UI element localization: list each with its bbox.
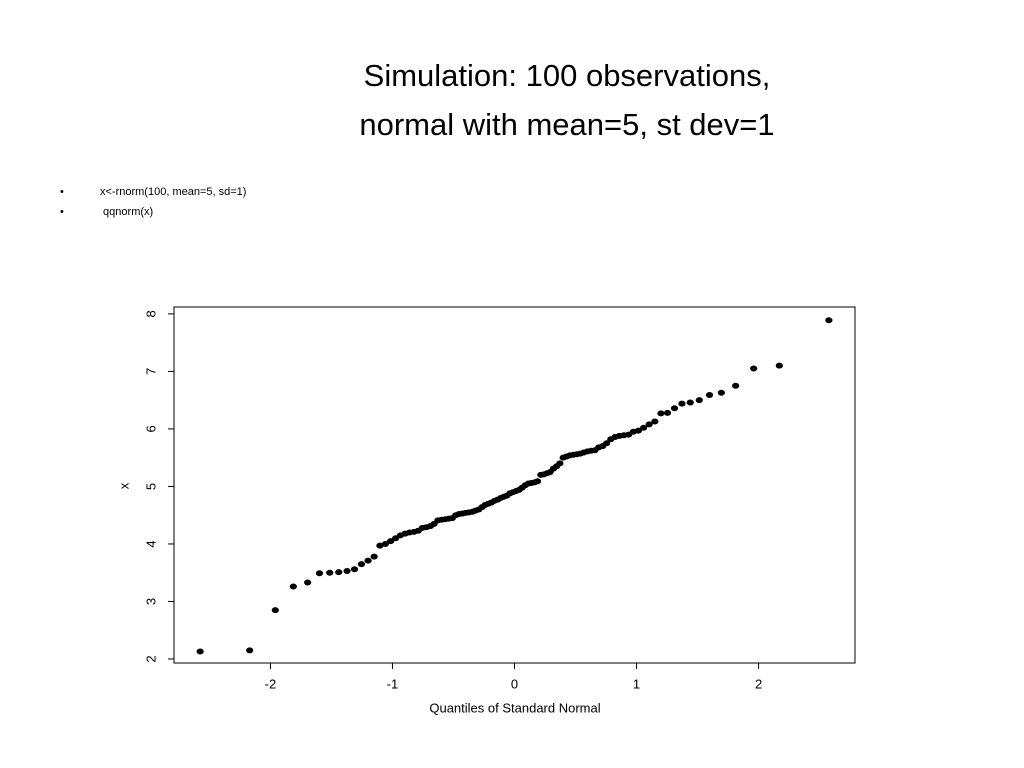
data-point [381,540,389,547]
data-point [387,538,395,545]
data-point [775,362,783,369]
bullet-text: x<-rnorm(100, mean=5, sd=1) [100,186,247,198]
data-point [326,569,334,576]
data-point [603,440,611,447]
data-point [695,397,703,404]
data-point [533,478,542,485]
x-tick-label: -1 [387,676,399,691]
x-tick-label: 0 [511,676,518,691]
y-axis-label: x [116,482,131,489]
data-point [335,569,343,576]
data-point [376,542,384,549]
data-point [732,382,740,389]
data-point [343,567,351,574]
data-point [825,317,833,324]
data-point [271,607,279,614]
data-point [315,570,324,577]
data-point [364,557,372,564]
y-tick-label: 2 [143,655,158,662]
y-tick-label: 5 [143,483,158,490]
data-point [304,579,312,586]
slide-title: Simulation: 100 observations, [363,58,771,93]
data-point [556,460,564,467]
data-point [370,553,378,560]
x-tick-label: 1 [633,676,640,691]
y-tick-label: 7 [143,368,158,375]
data-point [663,409,672,416]
data-point [717,389,725,396]
data-point [750,365,758,372]
x-tick-label: -2 [265,676,277,691]
y-tick-label: 8 [143,310,158,317]
y-tick-label: 6 [143,425,158,432]
data-point [657,410,665,417]
data-point [686,399,694,406]
y-tick-label: 4 [143,540,158,547]
data-point [350,566,359,573]
data-point [705,391,714,398]
data-point [246,647,254,654]
slide-title: normal with mean=5, st dev=1 [359,107,775,142]
data-point [634,427,642,434]
data-point [196,648,204,655]
y-tick-label: 3 [143,598,158,605]
data-point [670,405,679,412]
data-point [645,421,653,428]
x-tick-label: 2 [755,676,762,691]
x-axis-label: Quantiles of Standard Normal [429,700,600,715]
bullet-text: qqnorm(x) [100,206,154,218]
data-point [289,583,297,590]
data-point [651,418,659,425]
data-point [640,424,648,431]
data-point [357,561,366,568]
data-point [678,400,686,407]
